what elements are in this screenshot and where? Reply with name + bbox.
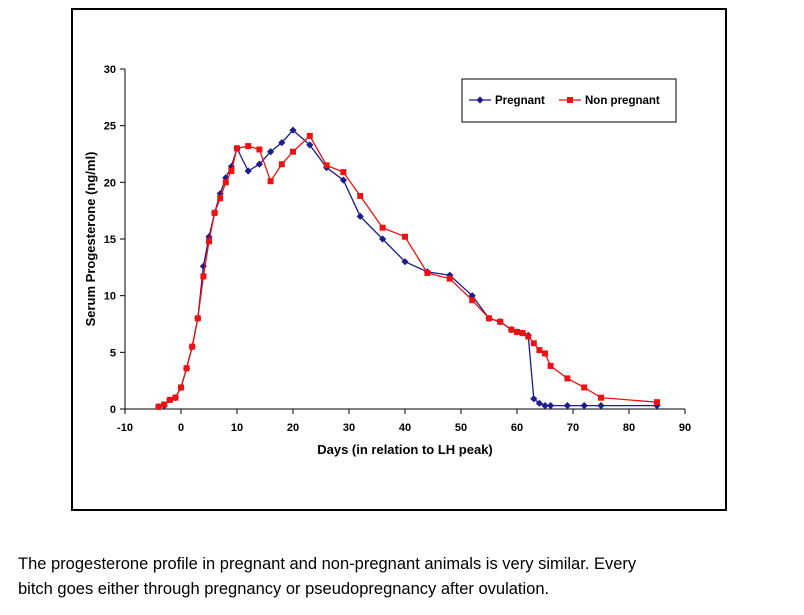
data-point: [519, 330, 526, 337]
y-tick-label: 0: [110, 404, 116, 416]
data-point: [536, 347, 543, 354]
y-tick-label: 30: [104, 64, 116, 76]
x-tick-label: 90: [679, 422, 691, 434]
caption-line-2: bitch goes either through pregnancy or p…: [18, 580, 550, 598]
data-point: [486, 315, 492, 322]
caption-line-1: The progesterone profile in pregnant and…: [18, 555, 637, 573]
data-point: [653, 402, 661, 410]
x-tick-label: 10: [231, 422, 243, 434]
data-point: [178, 384, 184, 391]
data-point: [200, 273, 207, 280]
y-tick-label: 20: [104, 177, 116, 189]
data-point: [514, 328, 520, 335]
data-point: [401, 258, 409, 266]
data-point: [468, 292, 476, 300]
data-point: [541, 402, 549, 410]
y-tick-label: 10: [104, 291, 116, 303]
data-point: [402, 233, 408, 240]
data-point: [161, 401, 168, 408]
caption: The progesterone profile in pregnant and…: [18, 552, 798, 602]
data-point: [547, 362, 554, 369]
data-point: [244, 167, 252, 175]
data-point: [245, 143, 252, 150]
series-layer: [155, 126, 661, 411]
x-tick-label: 80: [623, 422, 635, 434]
data-point: [256, 146, 263, 153]
data-point: [535, 399, 543, 407]
data-point: [206, 238, 212, 245]
data-point: [379, 224, 386, 231]
x-tick-label: 0: [178, 422, 184, 434]
data-point: [267, 148, 275, 156]
data-point: [497, 318, 504, 325]
data-point: [155, 403, 162, 410]
legend-label: Non pregnant: [585, 95, 660, 107]
y-tick-label: 5: [110, 347, 116, 359]
data-point: [340, 169, 347, 176]
y-tick-label: 25: [104, 121, 116, 133]
data-point: [306, 132, 313, 139]
data-point: [357, 192, 364, 199]
data-point: [339, 176, 347, 184]
data-point: [508, 326, 515, 333]
data-point: [446, 275, 453, 282]
data-point: [581, 384, 588, 391]
data-point: [530, 340, 537, 347]
data-point: [194, 315, 201, 322]
data-point: [525, 333, 532, 340]
data-point: [323, 162, 330, 169]
x-tick-label: 30: [343, 422, 355, 434]
x-tick-label: 40: [399, 422, 411, 434]
x-tick-label: -10: [117, 422, 133, 434]
y-axis-title: Serum Progesterone (ng/ml): [83, 152, 98, 327]
data-point: [542, 350, 548, 357]
legend-marker: [567, 97, 573, 103]
data-point: [654, 399, 660, 406]
legend-marker: [476, 96, 484, 104]
data-point: [598, 394, 604, 401]
y-tick-label: 15: [104, 234, 116, 246]
data-point: [379, 235, 387, 243]
data-point: [189, 343, 196, 350]
data-point: [228, 168, 235, 174]
legend-label: Pregnant: [495, 95, 545, 107]
data-point: [424, 270, 431, 276]
data-point: [597, 402, 605, 410]
data-point: [289, 126, 297, 134]
data-point: [306, 141, 314, 149]
data-point: [564, 375, 571, 382]
data-point: [183, 365, 190, 372]
x-tick-label: 60: [511, 422, 523, 434]
data-point: [217, 195, 224, 202]
data-point: [267, 178, 274, 185]
data-point: [255, 160, 263, 168]
data-point: [356, 212, 364, 220]
data-point: [530, 395, 538, 403]
data-point: [563, 402, 571, 410]
series-line: [158, 134, 658, 408]
legend: Pregnant Non pregnant: [461, 78, 677, 123]
series-non-pregnant: [155, 132, 660, 410]
data-point: [278, 161, 285, 168]
data-point: [166, 396, 173, 403]
data-point: [172, 394, 179, 401]
data-point: [234, 145, 240, 152]
data-point: [222, 179, 229, 186]
data-point: [580, 402, 588, 410]
x-tick-label: 70: [567, 422, 579, 434]
x-tick-label: 20: [287, 422, 299, 434]
x-tick-label: 50: [455, 422, 467, 434]
data-point: [469, 297, 476, 304]
data-point: [211, 209, 218, 216]
x-axis-title: Days (in relation to LH peak): [317, 442, 493, 457]
data-point: [290, 148, 296, 155]
data-point: [547, 402, 555, 410]
data-point: [278, 139, 286, 147]
